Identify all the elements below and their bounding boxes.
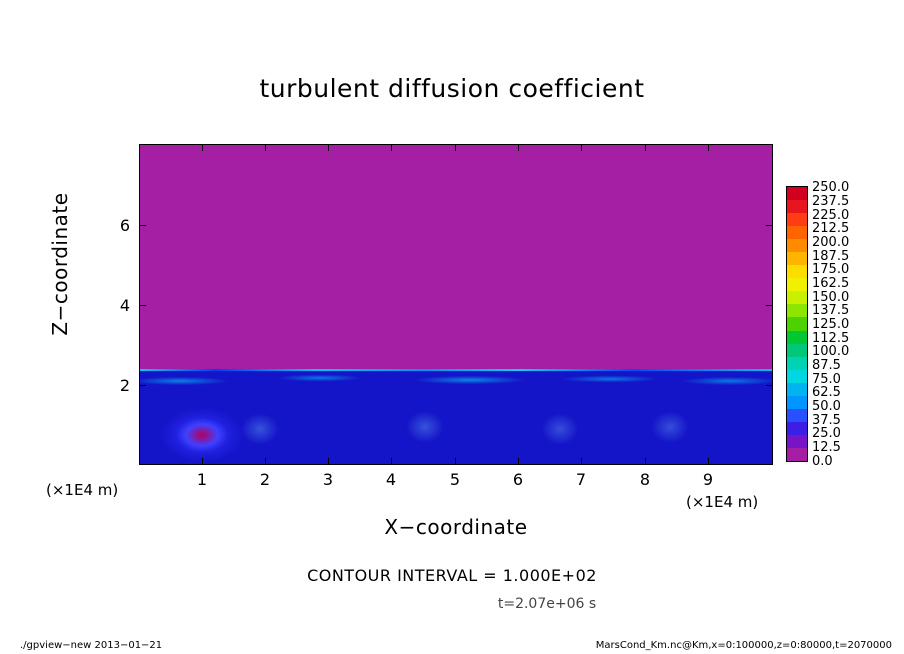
contour-interval-text: CONTOUR INTERVAL = 1.000E+02	[307, 566, 597, 585]
y-tick	[766, 385, 772, 386]
x-tick-label: 4	[385, 470, 397, 489]
colorbar-label: 212.5	[812, 221, 850, 236]
colorbar-cell	[787, 343, 807, 357]
y-tick-label: 4	[119, 296, 130, 315]
colorbar-cell	[787, 330, 807, 344]
time-annotation: t=2.07e+06 s	[497, 596, 597, 612]
x-tick	[265, 145, 266, 151]
footer-right-text: MarsCond_Km.nc@Km,x=0:100000,z=0:80000,t…	[595, 640, 892, 651]
x-tick	[202, 458, 203, 464]
colorbar-label: 100.0	[812, 344, 850, 359]
y-axis-label: Z−coordinate	[48, 192, 72, 336]
colorbar-label: 12.5	[812, 440, 841, 455]
x-tick	[455, 145, 456, 151]
colorbar-label: 87.5	[812, 358, 841, 373]
colorbar-cell	[787, 291, 807, 305]
x-tick	[581, 145, 582, 151]
plume-filaments	[140, 369, 772, 464]
colorbar-cell	[787, 369, 807, 383]
contour-plot-area	[139, 144, 773, 465]
colorbar-label: 112.5	[812, 331, 850, 346]
colorbar-label: 25.0	[812, 426, 841, 441]
colorbar-label: 175.0	[812, 262, 850, 277]
colorbar	[786, 186, 808, 462]
colorbar-cell	[787, 252, 807, 266]
x-tick	[391, 458, 392, 464]
colorbar-cell	[787, 213, 807, 227]
colorbar-cell	[787, 395, 807, 409]
x-tick-label: 1	[196, 470, 208, 489]
x-tick	[708, 145, 709, 151]
x-tick	[518, 145, 519, 151]
colorbar-cell	[787, 200, 807, 214]
colorbar-cell	[787, 317, 807, 331]
colorbar-cell	[787, 421, 807, 435]
x-axis-unit-right: (×1E4 m)	[686, 493, 759, 511]
x-tick-label: 9	[702, 470, 714, 489]
y-tick	[140, 225, 146, 226]
colorbar-label: 37.5	[812, 413, 841, 428]
x-tick	[328, 458, 329, 464]
colorbar-label: 187.5	[812, 249, 850, 264]
colorbar-label: 137.5	[812, 303, 850, 318]
x-tick-label: 6	[512, 470, 524, 489]
colorbar-cell	[787, 434, 807, 448]
y-tick	[766, 305, 772, 306]
colorbar-cell	[787, 239, 807, 253]
y-tick-label: 2	[119, 376, 130, 395]
x-tick	[645, 458, 646, 464]
colorbar-cell	[787, 278, 807, 292]
colorbar-cell	[787, 447, 807, 461]
colorbar-label: 237.5	[812, 194, 850, 209]
footer-left-text: ./gpview−new 2013−01−21	[20, 640, 163, 651]
colorbar-label: 50.0	[812, 399, 841, 414]
x-tick-label: 3	[322, 470, 334, 489]
x-tick	[328, 145, 329, 151]
x-axis-label: X−coordinate	[384, 515, 528, 539]
colorbar-cell	[787, 304, 807, 318]
x-tick	[265, 458, 266, 464]
x-tick-label: 2	[259, 470, 271, 489]
y-tick-label: 6	[119, 216, 130, 235]
colorbar-cell	[787, 382, 807, 396]
colorbar-cell	[787, 408, 807, 422]
y-tick	[140, 385, 146, 386]
page-title: turbulent diffusion coefficient	[259, 74, 645, 103]
colorbar-label: 225.0	[812, 208, 850, 223]
x-tick	[518, 458, 519, 464]
x-axis-unit-left: (×1E4 m)	[46, 481, 119, 499]
colorbar-label: 62.5	[812, 385, 841, 400]
x-tick-label: 5	[449, 470, 461, 489]
y-tick	[140, 305, 146, 306]
colorbar-label: 150.0	[812, 290, 850, 305]
x-tick-label: 8	[639, 470, 651, 489]
x-tick	[581, 458, 582, 464]
boundary-layer-top-contour	[140, 369, 772, 371]
x-tick	[391, 145, 392, 151]
colorbar-cell	[787, 226, 807, 240]
y-tick	[766, 225, 772, 226]
x-tick	[202, 145, 203, 151]
x-tick-label: 7	[575, 470, 587, 489]
x-tick	[455, 458, 456, 464]
colorbar-label: 75.0	[812, 372, 841, 387]
colorbar-label: 0.0	[812, 454, 833, 469]
x-tick	[708, 458, 709, 464]
colorbar-label: 200.0	[812, 235, 850, 250]
colorbar-label: 162.5	[812, 276, 850, 291]
colorbar-cell	[787, 356, 807, 370]
colorbar-label: 250.0	[812, 180, 850, 195]
x-tick	[645, 145, 646, 151]
colorbar-cell	[787, 265, 807, 279]
colorbar-label: 125.0	[812, 317, 850, 332]
colorbar-cell	[787, 187, 807, 201]
